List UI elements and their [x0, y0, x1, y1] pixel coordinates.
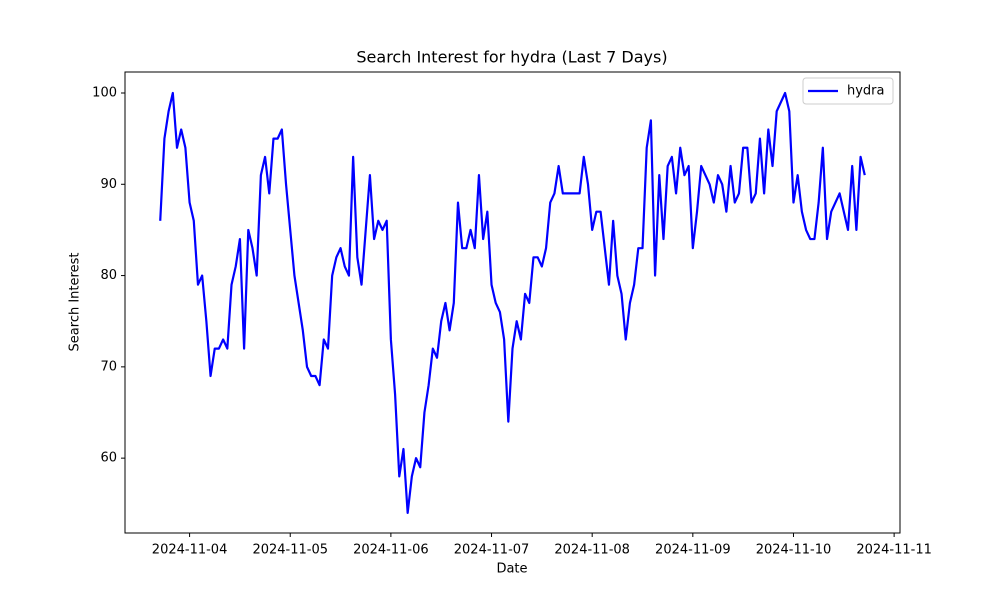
legend-box	[802, 77, 894, 105]
x-tick-label: 2024-11-07	[454, 543, 530, 558]
x-tick-label: 2024-11-08	[554, 543, 630, 558]
plot-frame	[124, 71, 901, 534]
x-tick-label: 2024-11-04	[152, 543, 228, 558]
x-tick-label: 2024-11-10	[756, 543, 832, 558]
chart-title: Search Interest for hydra (Last 7 Days)	[356, 48, 667, 67]
y-tick-label: 100	[92, 85, 117, 100]
x-tick-label: 2024-11-05	[252, 543, 328, 558]
y-tick-label: 60	[100, 451, 117, 466]
x-tick-label: 2024-11-09	[655, 543, 731, 558]
y-tick-label: 90	[100, 177, 117, 192]
x-tick-label: 2024-11-06	[353, 543, 429, 558]
y-tick-label: 70	[100, 359, 117, 374]
data-line	[159, 91, 866, 515]
y-tick-label: 80	[100, 268, 117, 283]
x-tick-label: 2024-11-11	[856, 543, 932, 558]
x-axis-label: Date	[496, 562, 527, 577]
legend-label: hydra	[847, 84, 885, 99]
y-axis-label: Search Interest	[68, 253, 83, 352]
